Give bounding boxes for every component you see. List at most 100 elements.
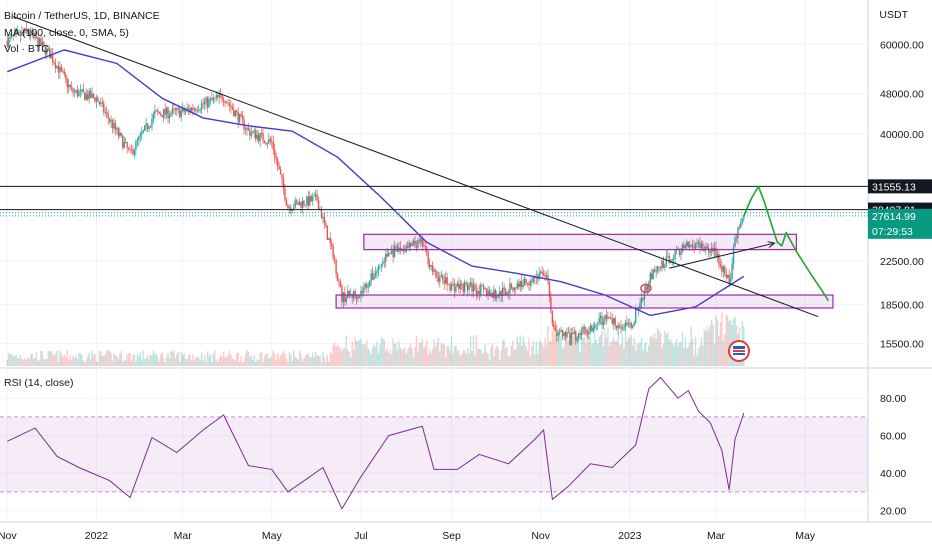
volume-bar xyxy=(371,347,374,366)
candle-body xyxy=(518,283,520,288)
candle-body xyxy=(347,290,349,298)
volume-bar xyxy=(272,350,274,366)
candle-body xyxy=(316,194,318,201)
candle-body xyxy=(189,108,191,112)
volume-bar xyxy=(528,337,530,366)
volume-bar xyxy=(478,348,480,366)
candle-body xyxy=(493,289,495,298)
volume-bar xyxy=(189,354,191,366)
candle-body xyxy=(501,287,504,296)
candle-body xyxy=(272,141,274,150)
volume-bar xyxy=(519,335,521,366)
volume-bar xyxy=(307,353,310,366)
candle-body xyxy=(420,238,422,242)
candle-body xyxy=(129,148,131,150)
candle-body xyxy=(89,90,92,98)
volume-bar xyxy=(456,350,459,366)
volume-bar xyxy=(73,357,76,366)
candle-body xyxy=(214,97,216,99)
candle-body xyxy=(85,94,87,100)
volume-bar xyxy=(84,361,86,366)
volume-bar xyxy=(76,359,79,366)
candle-body xyxy=(411,243,413,247)
volume-bar xyxy=(332,345,334,366)
volume-bar xyxy=(46,359,48,366)
candle-body xyxy=(658,266,660,268)
volume-bar xyxy=(329,352,331,366)
volume-bar xyxy=(560,335,562,366)
candle-body xyxy=(425,246,428,252)
volume-bar xyxy=(341,350,343,366)
candle-body xyxy=(474,284,476,291)
volume-bar xyxy=(496,345,498,366)
candle-body xyxy=(170,113,172,116)
candle-body xyxy=(554,326,556,331)
candle-body xyxy=(442,275,444,281)
drawing-annotations[interactable] xyxy=(0,16,868,318)
candle-body xyxy=(611,318,613,324)
candle-body xyxy=(167,107,169,119)
candle-body xyxy=(151,118,153,126)
volume-bar xyxy=(190,360,193,366)
volume-bar xyxy=(67,359,70,366)
volume-bar xyxy=(699,345,701,366)
candle-body xyxy=(550,296,552,312)
volume-bars xyxy=(6,311,745,366)
volume-bar xyxy=(642,350,644,366)
candle-body xyxy=(648,282,650,290)
candle-body xyxy=(724,266,726,275)
candle-body xyxy=(149,125,152,128)
candle-body xyxy=(424,246,426,247)
candle-body xyxy=(293,207,295,210)
candle-body xyxy=(610,317,612,319)
volume-bar xyxy=(634,351,637,366)
volume-bar xyxy=(101,355,103,366)
volume-bar xyxy=(165,356,168,366)
volume-bar xyxy=(627,337,630,366)
volume-bar xyxy=(91,350,93,366)
candle-body xyxy=(323,216,326,224)
candle-body xyxy=(605,314,608,319)
candle-body xyxy=(696,242,698,244)
candle-body xyxy=(386,254,388,257)
candle-body xyxy=(138,136,140,141)
price-tick-label: 48000.00 xyxy=(880,89,924,101)
volume-bar xyxy=(41,351,44,366)
candle-body xyxy=(66,78,68,88)
volume-legend[interactable]: Vol · BTC xyxy=(4,43,49,55)
volume-bar xyxy=(10,353,13,366)
candle-body xyxy=(65,74,67,79)
candle-body xyxy=(287,205,289,208)
candle-body xyxy=(255,130,257,139)
candle-body xyxy=(47,48,49,50)
volume-bar xyxy=(689,342,691,366)
volume-bar xyxy=(687,346,689,366)
volume-bar xyxy=(613,337,615,366)
volume-bar xyxy=(482,352,485,366)
volume-bar xyxy=(219,354,222,366)
candle-body xyxy=(46,48,48,55)
volume-bar xyxy=(350,357,352,366)
volume-bar xyxy=(222,351,225,366)
volume-bar xyxy=(89,359,92,366)
candle-body xyxy=(274,149,276,157)
rsi-legend[interactable]: RSI (14, close) xyxy=(4,377,74,389)
volume-bar xyxy=(110,352,112,366)
candle-body xyxy=(348,290,350,296)
ma-legend[interactable]: MA (100, close, 0, SMA, 5) xyxy=(4,27,129,39)
candle-body xyxy=(649,273,651,283)
candle-body xyxy=(418,240,421,242)
volume-bar xyxy=(146,355,149,366)
volume-bar xyxy=(374,346,377,366)
volume-bar xyxy=(19,355,22,366)
candle-body xyxy=(732,247,735,264)
candle-body xyxy=(589,325,592,331)
countdown-text: 07:29:53 xyxy=(872,226,913,238)
candle-body xyxy=(338,281,340,282)
volume-bar xyxy=(383,340,386,366)
candle-body xyxy=(370,272,372,282)
candle-body xyxy=(22,31,25,34)
symbol-legend[interactable]: Bitcoin / TetherUS, 1D, BINANCE xyxy=(4,10,160,22)
